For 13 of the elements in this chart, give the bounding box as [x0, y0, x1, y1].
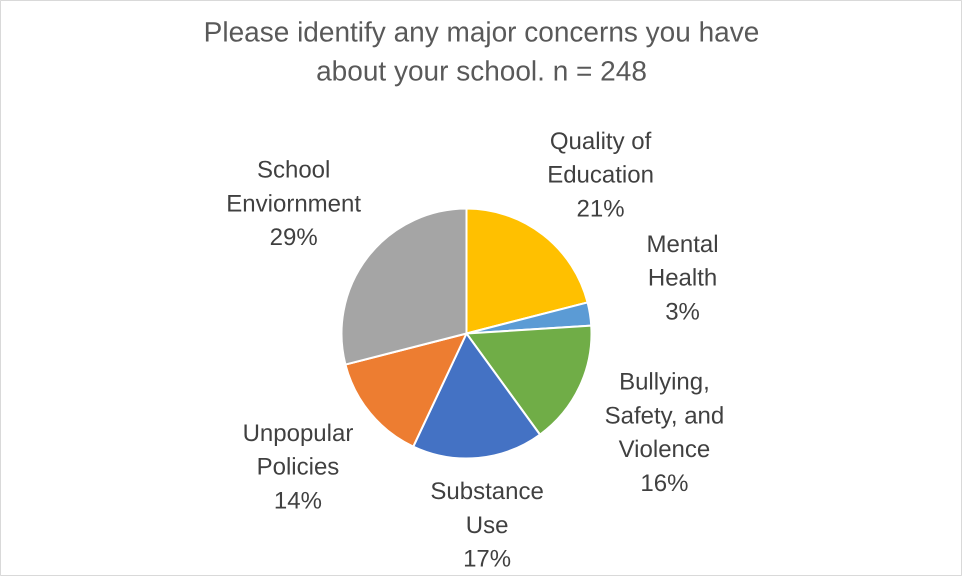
data-label: 29% [270, 224, 318, 252]
data-label: 14% [274, 487, 322, 514]
data-label: 3% [665, 298, 700, 326]
slice-label: Substance Use [430, 478, 544, 539]
slice-label: Bullying, Safety, and Violence [604, 368, 724, 464]
data-label: 17% [463, 546, 512, 573]
chart-title: Please identify any major concerns you have about your school. n = 248 [204, 16, 760, 86]
data-label: 16% [640, 470, 688, 497]
slice-label: Mental Health [646, 230, 719, 292]
slice-label: Unpopular Policies [242, 420, 354, 481]
slice-label: Quality of Education [547, 128, 654, 189]
data-label: 21% [576, 195, 625, 222]
slice-label: School Enviornment [226, 156, 362, 218]
